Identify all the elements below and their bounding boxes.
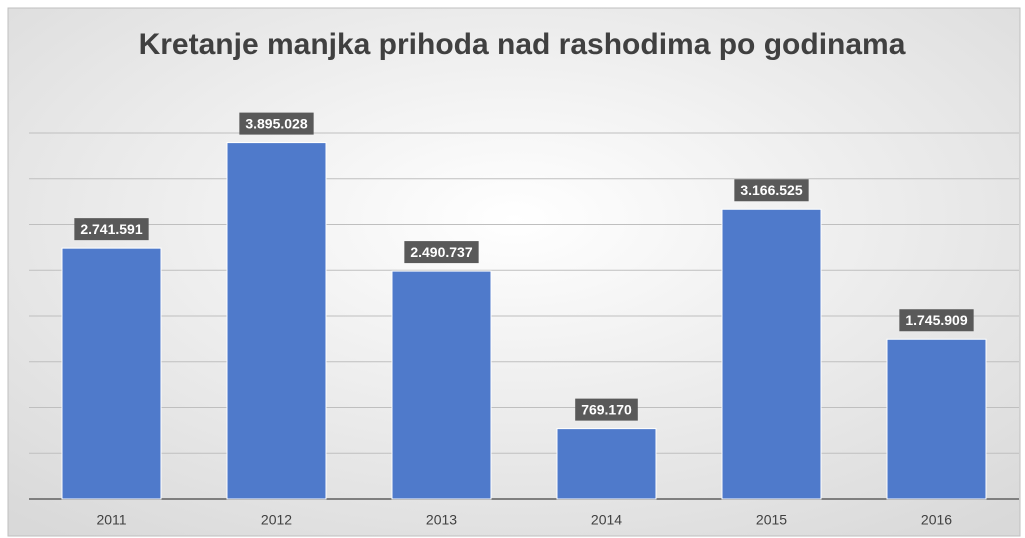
- data-label-box: [575, 398, 638, 421]
- chart-title: Kretanje manjka prihoda nad rashodima po…: [139, 28, 906, 61]
- data-label: 769.170: [581, 401, 632, 417]
- data-label-box: [734, 179, 809, 202]
- bar: [556, 428, 657, 500]
- bar: [886, 338, 987, 500]
- x-tick-label: 2014: [591, 512, 622, 528]
- x-tick-label: 2013: [426, 512, 457, 528]
- x-tick-label: 2016: [921, 512, 952, 528]
- x-tick-label: 2012: [261, 512, 292, 528]
- bar: [721, 208, 822, 500]
- bar: [226, 142, 327, 500]
- bar: [391, 270, 492, 500]
- chart-background: [7, 7, 1021, 537]
- bar: [61, 247, 162, 500]
- data-label: 2.490.737: [410, 244, 472, 260]
- data-label: 3.895.028: [245, 115, 307, 131]
- x-tick-label: 2015: [756, 512, 787, 528]
- data-label-box: [899, 309, 974, 332]
- data-label: 2.741.591: [80, 221, 142, 237]
- data-label: 1.745.909: [905, 312, 967, 328]
- data-label-box: [239, 112, 314, 135]
- data-label-box: [74, 218, 149, 241]
- data-label: 3.166.525: [740, 182, 802, 198]
- data-label-box: [404, 241, 479, 264]
- x-tick-label: 2011: [96, 512, 126, 528]
